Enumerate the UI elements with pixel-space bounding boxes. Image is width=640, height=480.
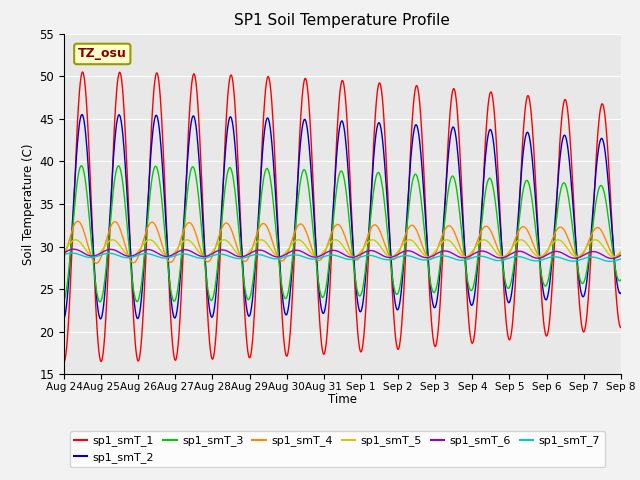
- sp1_smT_4: [617, 250, 625, 255]
- sp1_smT_6: [617, 252, 625, 258]
- sp1_smT_7: [429, 255, 437, 261]
- sp1_smT_4: [74, 218, 82, 224]
- sp1_smT_3: [617, 277, 625, 283]
- sp1_smT_4: [60, 254, 68, 260]
- sp1_smT_1: [79, 69, 86, 75]
- sp1_smT_7: [246, 253, 254, 259]
- sp1_smT_3: [96, 299, 104, 305]
- sp1_smT_2: [247, 308, 255, 314]
- sp1_smT_4: [429, 254, 437, 260]
- sp1_smT_5: [246, 248, 254, 253]
- sp1_smT_7: [171, 253, 179, 259]
- Line: sp1_smT_4: sp1_smT_4: [64, 221, 621, 263]
- sp1_smT_3: [502, 283, 510, 288]
- sp1_smT_4: [172, 254, 179, 260]
- sp1_smT_3: [185, 180, 193, 185]
- sp1_smT_2: [78, 112, 86, 118]
- sp1_smT_3: [552, 225, 559, 230]
- sp1_smT_4: [185, 220, 193, 226]
- sp1_smT_5: [424, 254, 432, 260]
- sp1_smT_2: [617, 290, 625, 296]
- sp1_smT_7: [60, 252, 68, 257]
- sp1_smT_2: [97, 316, 104, 322]
- Y-axis label: Soil Temperature (C): Soil Temperature (C): [22, 143, 35, 265]
- sp1_smT_4: [93, 260, 100, 266]
- sp1_smT_3: [60, 298, 68, 303]
- X-axis label: Time: Time: [328, 394, 357, 407]
- sp1_smT_7: [68, 250, 76, 256]
- sp1_smT_5: [429, 251, 437, 257]
- sp1_smT_2: [60, 316, 68, 322]
- sp1_smT_3: [247, 291, 255, 297]
- sp1_smT_7: [617, 256, 625, 262]
- sp1_smT_7: [502, 256, 509, 262]
- sp1_smT_6: [171, 251, 179, 257]
- sp1_smT_1: [60, 359, 68, 364]
- sp1_smT_2: [552, 212, 559, 217]
- sp1_smT_1: [184, 132, 192, 138]
- sp1_smT_6: [429, 253, 437, 259]
- sp1_smT_5: [60, 249, 68, 254]
- Text: TZ_osu: TZ_osu: [78, 48, 127, 60]
- Title: SP1 Soil Temperature Profile: SP1 Soil Temperature Profile: [234, 13, 451, 28]
- sp1_smT_6: [70, 246, 77, 252]
- Legend: sp1_smT_1, sp1_smT_2, sp1_smT_3, sp1_smT_4, sp1_smT_5, sp1_smT_6, sp1_smT_7: sp1_smT_1, sp1_smT_2, sp1_smT_3, sp1_smT…: [70, 431, 605, 468]
- Line: sp1_smT_5: sp1_smT_5: [64, 240, 621, 257]
- sp1_smT_6: [551, 249, 559, 254]
- sp1_smT_5: [443, 237, 451, 243]
- sp1_smT_2: [172, 315, 179, 321]
- sp1_smT_6: [608, 256, 616, 262]
- sp1_smT_5: [184, 237, 191, 243]
- sp1_smT_4: [552, 229, 559, 235]
- sp1_smT_2: [429, 303, 437, 309]
- sp1_smT_4: [247, 250, 255, 255]
- Line: sp1_smT_6: sp1_smT_6: [64, 249, 621, 259]
- sp1_smT_5: [617, 249, 625, 254]
- Line: sp1_smT_2: sp1_smT_2: [64, 115, 621, 319]
- sp1_smT_6: [502, 254, 509, 260]
- sp1_smT_5: [552, 238, 559, 243]
- sp1_smT_3: [429, 289, 437, 295]
- sp1_smT_5: [502, 252, 510, 258]
- Line: sp1_smT_7: sp1_smT_7: [64, 253, 621, 262]
- sp1_smT_7: [607, 259, 614, 264]
- sp1_smT_6: [184, 247, 192, 253]
- Line: sp1_smT_3: sp1_smT_3: [64, 166, 621, 302]
- sp1_smT_1: [246, 353, 254, 359]
- sp1_smT_2: [502, 292, 510, 298]
- sp1_smT_6: [60, 250, 68, 256]
- sp1_smT_1: [617, 324, 625, 330]
- sp1_smT_2: [185, 144, 193, 149]
- sp1_smT_1: [502, 315, 509, 321]
- sp1_smT_7: [551, 254, 559, 260]
- sp1_smT_3: [172, 298, 179, 303]
- Line: sp1_smT_1: sp1_smT_1: [64, 72, 621, 361]
- sp1_smT_1: [551, 230, 559, 236]
- sp1_smT_6: [246, 250, 254, 256]
- sp1_smT_4: [502, 255, 510, 261]
- sp1_smT_5: [170, 250, 178, 256]
- sp1_smT_1: [429, 336, 437, 342]
- sp1_smT_3: [77, 163, 85, 168]
- sp1_smT_7: [184, 252, 192, 257]
- sp1_smT_1: [171, 356, 179, 362]
